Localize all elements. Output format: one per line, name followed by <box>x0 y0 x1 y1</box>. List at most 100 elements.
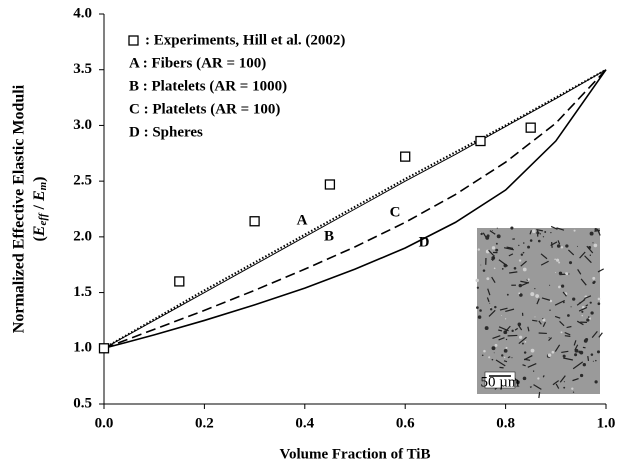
inset-texture <box>485 236 489 240</box>
experiment-point <box>526 123 535 132</box>
inset-texture <box>583 363 586 366</box>
inset-texture <box>504 361 507 362</box>
experiment-point <box>401 152 410 161</box>
inset-texture <box>524 351 526 353</box>
x-axis-label: Volume Fraction of TiB <box>280 446 431 462</box>
y-label-part: E <box>31 226 48 238</box>
inset-texture <box>531 349 535 353</box>
inset-texture <box>595 380 598 383</box>
inset-texture <box>591 353 594 356</box>
inset-texture <box>483 350 486 353</box>
inset-texture <box>489 303 490 304</box>
inset-texture <box>492 359 494 361</box>
inset-texture <box>543 375 544 377</box>
inset-texture <box>563 355 566 358</box>
inset-texture <box>496 243 498 245</box>
inset-texture <box>530 292 534 296</box>
inset-texture <box>582 315 583 316</box>
inset-texture <box>494 268 496 270</box>
legend-label: : Experiments, Hill et al. (2002) <box>145 32 345 48</box>
inset-texture <box>518 292 520 294</box>
inset-texture <box>586 318 589 321</box>
x-tick-label: 0.4 <box>295 415 314 431</box>
y-tick-label: 3.5 <box>73 61 92 77</box>
inset-texture <box>555 272 556 273</box>
x-tick-label: 0.6 <box>396 415 415 431</box>
inset-texture <box>519 259 521 261</box>
inset-texture <box>588 356 589 361</box>
inset-texture <box>583 299 584 300</box>
y-tick-label: 2.5 <box>73 173 92 189</box>
y-axis-label-units: (Eeff / Em) <box>31 176 49 241</box>
y-axis-label: Normalized Effective Elastic Moduli <box>11 84 28 333</box>
inset-texture <box>514 267 517 270</box>
inset-texture <box>522 343 524 345</box>
inset-texture <box>492 346 496 350</box>
inset-texture <box>501 354 503 356</box>
x-tick-label: 0.2 <box>195 415 214 431</box>
inset-texture <box>501 315 502 316</box>
inset-texture <box>550 232 551 233</box>
inset-texture <box>523 268 527 272</box>
inset-texture <box>505 347 507 349</box>
inset-texture <box>507 294 509 296</box>
inset-texture <box>552 351 555 354</box>
inset-texture <box>567 314 570 317</box>
inset-texture <box>535 294 539 298</box>
inset-texture <box>554 258 556 260</box>
inset-texture <box>571 388 573 390</box>
inset-texture <box>480 265 481 266</box>
inset-texture <box>490 308 492 310</box>
inset-texture <box>542 318 545 321</box>
inset-texture <box>488 356 490 358</box>
legend-label: A : Fibers (AR = 100) <box>129 55 266 71</box>
inset-texture <box>523 377 527 381</box>
inset-texture <box>548 353 551 356</box>
inset-texture <box>540 233 541 234</box>
curve-label: C <box>390 204 401 220</box>
inset-texture <box>571 306 572 307</box>
inset-texture <box>565 244 568 247</box>
inset-texture <box>549 285 550 286</box>
inset-texture <box>578 351 581 354</box>
legend-label: C : Platelets (AR = 100) <box>129 101 280 117</box>
inset-texture <box>486 277 489 280</box>
inset-texture <box>543 236 544 237</box>
scale-label: 50 µm <box>480 374 519 390</box>
inset-texture <box>556 259 559 262</box>
inset-texture <box>598 298 601 301</box>
inset-texture <box>511 330 513 332</box>
y-label-part: / <box>31 201 48 213</box>
inset-texture <box>592 281 595 284</box>
y-tick-label: 2.0 <box>73 228 92 244</box>
inset-texture <box>483 269 486 272</box>
inset-texture <box>559 272 562 275</box>
inset-texture <box>592 242 593 243</box>
inset-texture <box>476 306 479 309</box>
inset-texture <box>478 248 480 250</box>
inset-texture <box>593 361 594 362</box>
inset-texture <box>539 392 540 398</box>
inset-texture <box>527 278 529 280</box>
inset-texture <box>476 279 479 282</box>
inset-texture <box>497 228 498 229</box>
inset-texture <box>478 315 481 318</box>
legend-marker <box>129 36 138 45</box>
inset-texture <box>572 298 575 301</box>
inset-texture <box>569 261 572 264</box>
inset-texture <box>534 288 535 289</box>
inset-texture <box>523 242 525 244</box>
inset-texture <box>519 336 522 339</box>
inset-texture <box>595 228 598 231</box>
inset-texture <box>494 352 495 353</box>
inset-texture <box>564 381 565 382</box>
inset-texture <box>580 374 583 377</box>
inset-texture <box>532 229 536 233</box>
inset-texture <box>505 318 506 319</box>
inset-texture <box>597 350 600 353</box>
y-tick-label: 1.0 <box>73 340 92 356</box>
y-tick-label: 3.0 <box>73 117 92 133</box>
inset-texture <box>518 245 519 246</box>
y-label-part: E <box>31 190 48 202</box>
